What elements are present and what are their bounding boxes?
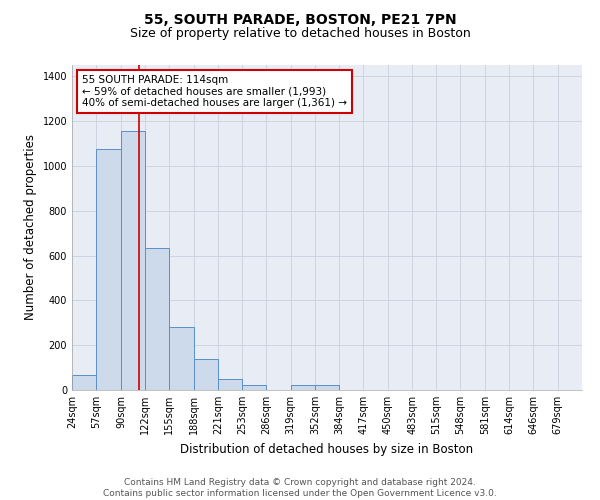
Text: Size of property relative to detached houses in Boston: Size of property relative to detached ho… bbox=[130, 28, 470, 40]
Bar bbox=[72, 376, 97, 390]
Bar bbox=[121, 131, 145, 390]
Bar bbox=[97, 149, 121, 390]
Bar bbox=[290, 385, 315, 390]
Text: 55 SOUTH PARADE: 114sqm
← 59% of detached houses are smaller (1,993)
40% of semi: 55 SOUTH PARADE: 114sqm ← 59% of detache… bbox=[82, 74, 347, 108]
Bar bbox=[169, 327, 194, 390]
Bar bbox=[145, 248, 169, 390]
Bar bbox=[315, 385, 339, 390]
Text: 55, SOUTH PARADE, BOSTON, PE21 7PN: 55, SOUTH PARADE, BOSTON, PE21 7PN bbox=[143, 12, 457, 26]
Bar bbox=[218, 380, 242, 390]
Text: Contains HM Land Registry data © Crown copyright and database right 2024.
Contai: Contains HM Land Registry data © Crown c… bbox=[103, 478, 497, 498]
Y-axis label: Number of detached properties: Number of detached properties bbox=[24, 134, 37, 320]
Bar bbox=[194, 358, 218, 390]
Bar bbox=[242, 385, 266, 390]
X-axis label: Distribution of detached houses by size in Boston: Distribution of detached houses by size … bbox=[181, 442, 473, 456]
